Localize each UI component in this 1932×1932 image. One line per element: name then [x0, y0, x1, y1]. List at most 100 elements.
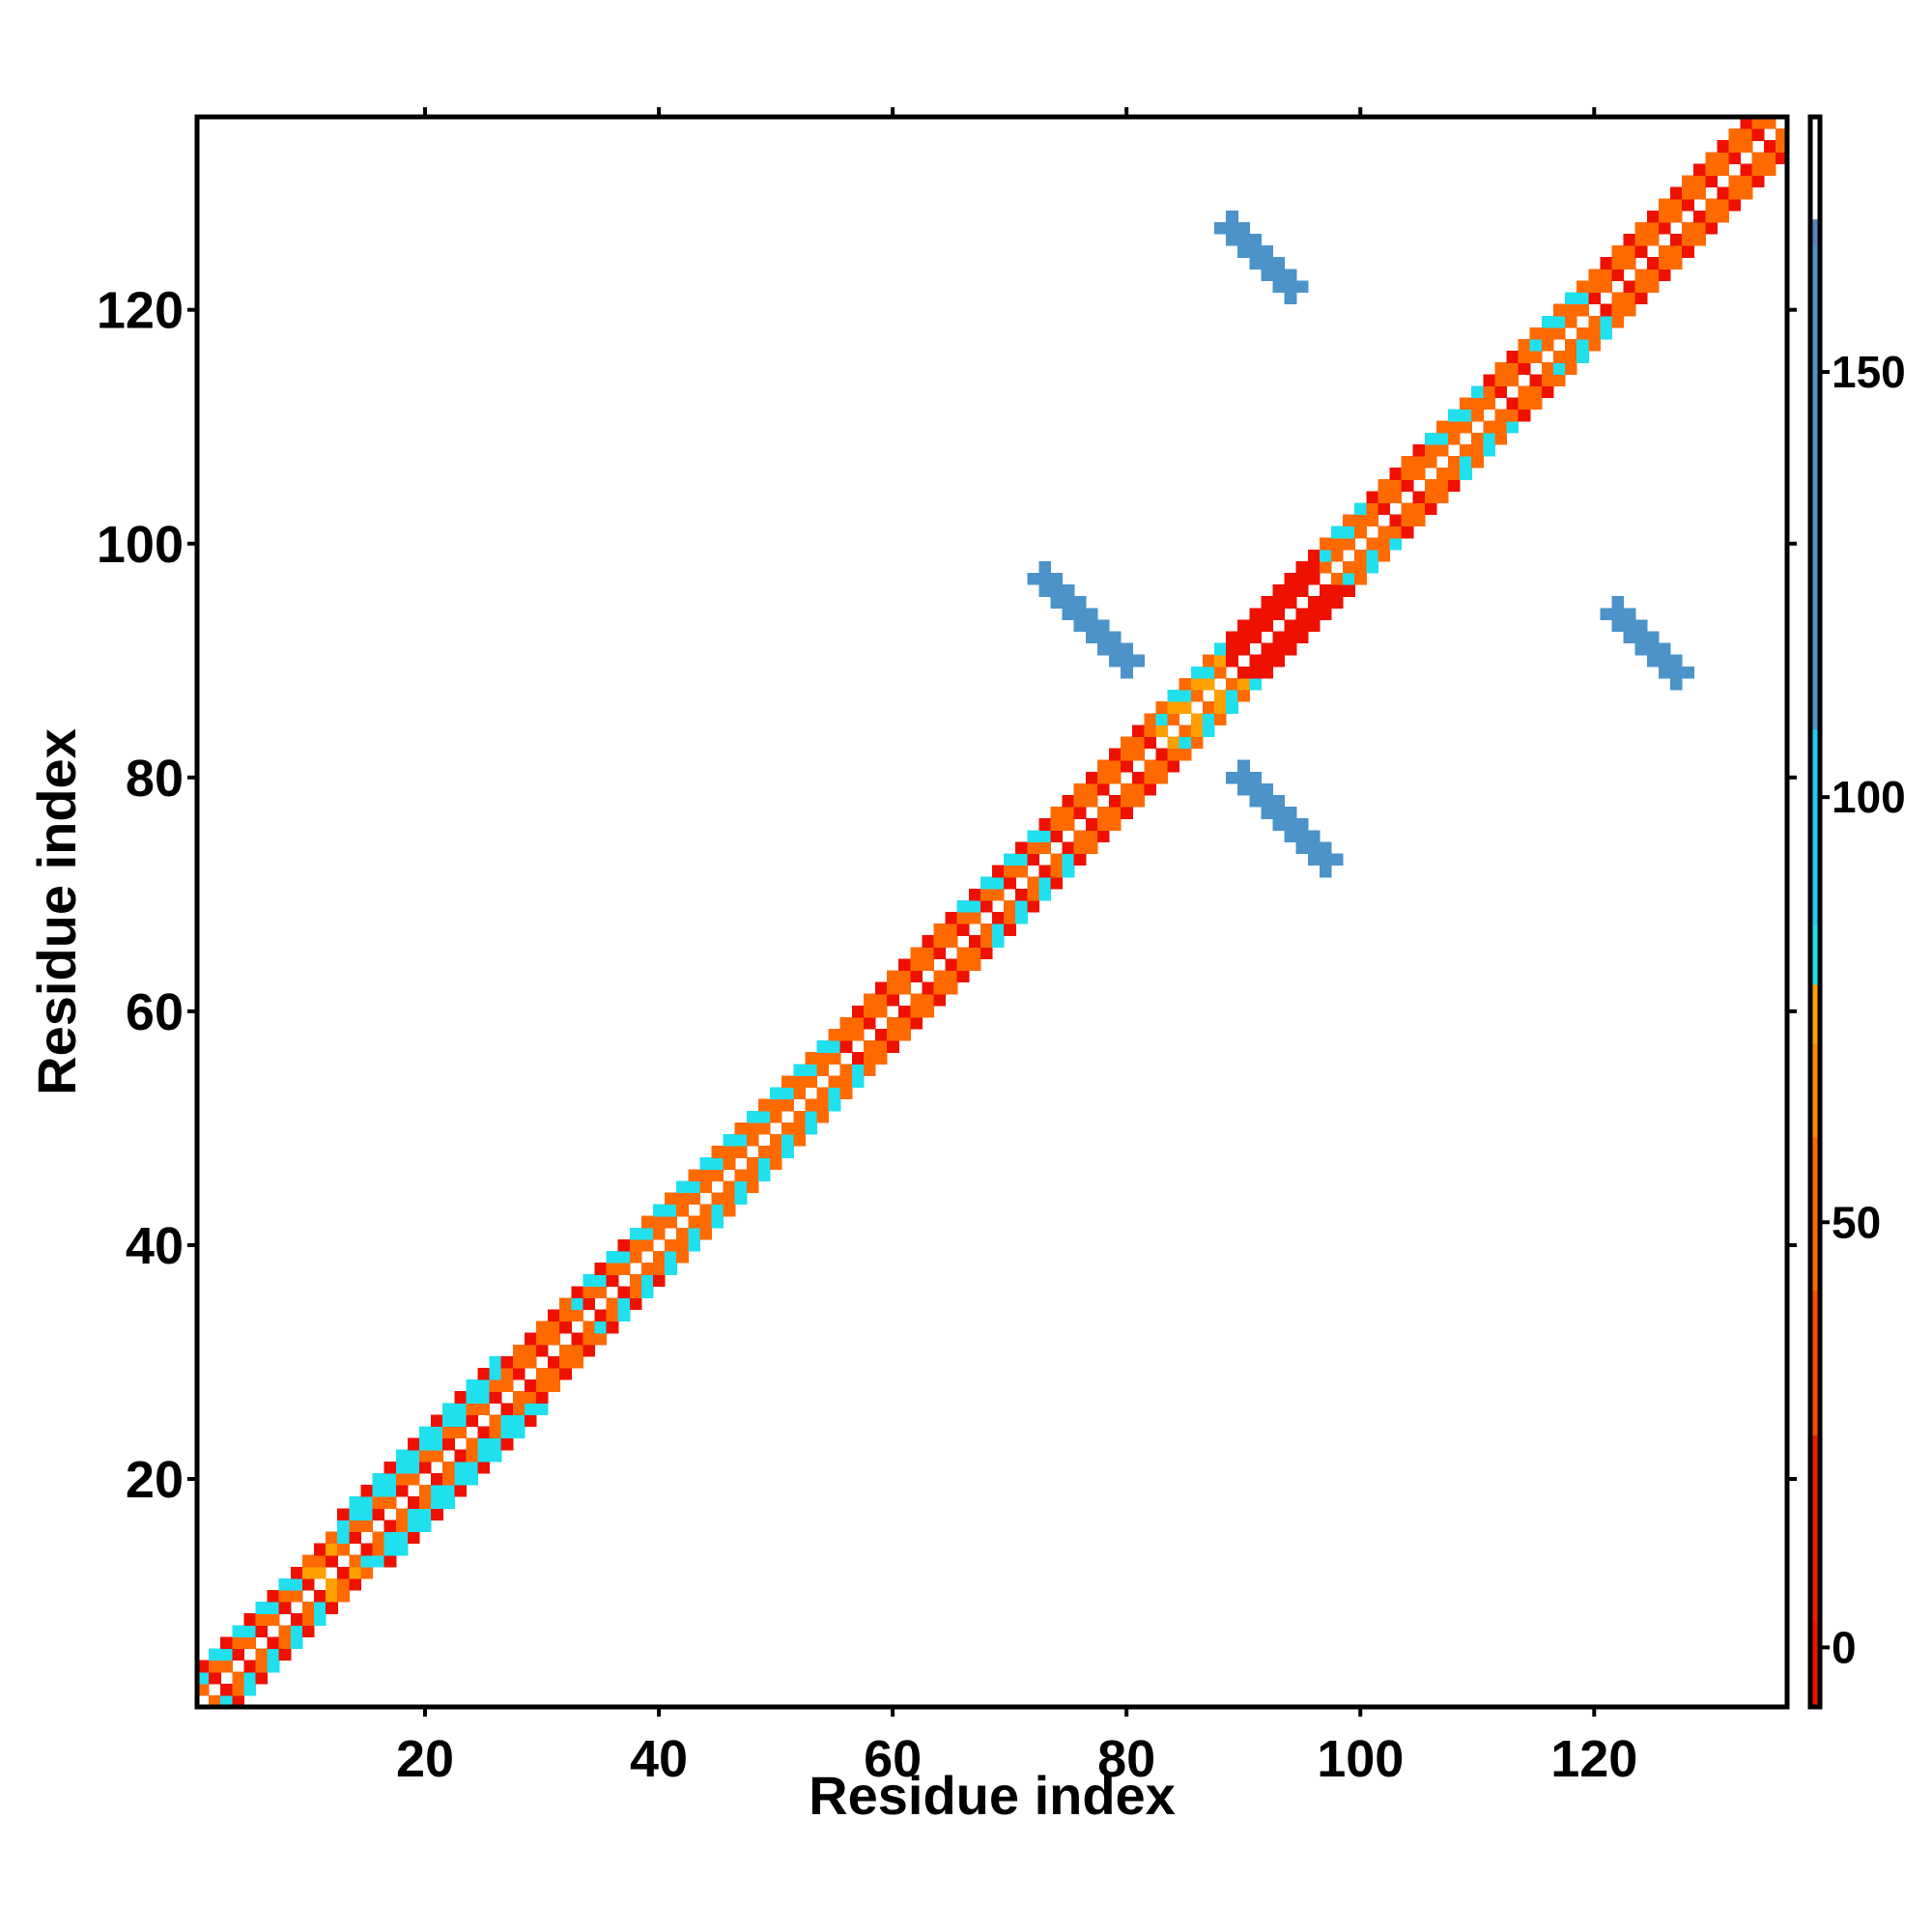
colorbar-segment	[1810, 244, 1820, 730]
heatmap-cell	[1226, 210, 1238, 223]
heatmap-cell	[1073, 619, 1087, 633]
heatmap-cell	[1050, 830, 1064, 842]
heatmap-cell	[454, 1391, 467, 1404]
heatmap-cell	[301, 1602, 315, 1614]
heatmap-cell	[1213, 642, 1227, 656]
heatmap-cell	[1190, 690, 1204, 702]
heatmap-cell	[1272, 280, 1286, 294]
heatmap-cell	[454, 1472, 467, 1486]
heatmap-cell	[1401, 514, 1414, 527]
heatmap-cell	[418, 1426, 432, 1439]
heatmap-cell	[1155, 771, 1169, 784]
heatmap-cell	[267, 1648, 280, 1662]
heatmap-cell	[992, 865, 1005, 878]
heatmap-cell	[559, 1368, 572, 1380]
heatmap-cell	[1494, 374, 1508, 386]
heatmap-cell	[816, 1110, 830, 1123]
heatmap-cell	[571, 1286, 583, 1298]
heatmap-cell	[1319, 841, 1332, 855]
heatmap-cell	[1460, 455, 1472, 469]
heatmap-cell	[326, 1531, 338, 1545]
heatmap-cell	[384, 1461, 397, 1474]
heatmap-cell	[723, 1146, 736, 1158]
heatmap-cell	[1634, 245, 1648, 258]
heatmap-cell	[1343, 560, 1355, 574]
heatmap-cell	[734, 1133, 748, 1147]
heatmap-cell	[301, 1566, 315, 1579]
heatmap-cell	[1261, 807, 1274, 819]
heatmap-cell	[1646, 654, 1660, 668]
heatmap-cell	[1261, 619, 1274, 633]
heatmap-cell	[1213, 654, 1227, 668]
heatmap-cell	[1669, 654, 1683, 668]
heatmap-cell	[571, 1332, 583, 1346]
heatmap-cell	[1226, 654, 1238, 668]
heatmap-cell	[617, 1263, 631, 1275]
heatmap-cell	[535, 1344, 549, 1357]
heatmap-cell	[255, 1602, 269, 1614]
heatmap-cell	[1237, 221, 1250, 235]
heatmap-cell	[1038, 876, 1052, 890]
heatmap-cell	[360, 1496, 374, 1509]
heatmap-cell	[395, 1520, 409, 1533]
heatmap-cell	[968, 888, 981, 901]
heatmap-cell	[1728, 186, 1742, 200]
heatmap-cell	[640, 1263, 654, 1275]
heatmap-cell	[349, 1508, 362, 1520]
heatmap-cell	[1085, 794, 1098, 808]
heatmap-cell	[699, 1157, 713, 1170]
heatmap-cell	[1460, 468, 1472, 480]
heatmap-cell	[548, 1309, 560, 1322]
heatmap-cell	[255, 1648, 269, 1662]
heatmap-cell	[874, 1040, 888, 1053]
heatmap-cell	[1284, 292, 1297, 305]
heatmap-cell	[1389, 479, 1403, 492]
heatmap-cell	[548, 1332, 560, 1346]
heatmap-cell	[1272, 818, 1286, 831]
heatmap-cell	[1132, 736, 1145, 750]
heatmap-cell	[1062, 596, 1075, 609]
heatmap-cell	[1343, 537, 1355, 551]
heatmap-cell	[548, 1355, 560, 1369]
heatmap-cell	[349, 1566, 362, 1579]
heatmap-cell	[922, 981, 935, 995]
heatmap-cell	[407, 1461, 420, 1474]
heatmap-cell	[1038, 584, 1052, 597]
heatmap-cell	[640, 1215, 654, 1229]
heatmap-cell	[454, 1461, 467, 1474]
heatmap-cell	[1518, 362, 1531, 375]
heatmap-cell	[1213, 701, 1227, 714]
heatmap-cell	[442, 1426, 455, 1439]
heatmap-cell	[290, 1625, 303, 1637]
heatmap-cell	[1717, 186, 1730, 200]
heatmap-cell	[746, 1157, 759, 1170]
heatmap-cell	[489, 1368, 502, 1380]
heatmap-cell	[1015, 899, 1028, 913]
heatmap-cell	[898, 981, 911, 995]
heatmap-cell	[349, 1554, 362, 1568]
heatmap-cell	[232, 1625, 245, 1637]
heatmap-cell	[360, 1554, 374, 1568]
heatmap-cell	[805, 1052, 818, 1065]
heatmap-cell	[653, 1204, 666, 1217]
heatmap-cell	[863, 1052, 876, 1065]
heatmap-cell	[1669, 677, 1683, 691]
heatmap-cell	[723, 1192, 736, 1206]
heatmap-cell	[1096, 631, 1110, 644]
heatmap-cell	[1109, 748, 1122, 761]
heatmap-cell	[1401, 526, 1414, 539]
heatmap-cell	[1658, 269, 1671, 282]
heatmap-cell	[1448, 432, 1461, 445]
heatmap-cell	[1565, 303, 1577, 317]
heatmap-cell	[418, 1520, 432, 1533]
heatmap-cell	[956, 912, 970, 924]
heatmap-cell	[1751, 128, 1765, 141]
heatmap-cell	[968, 899, 981, 913]
heatmap-cell	[653, 1263, 666, 1275]
heatmap-cell	[1354, 573, 1367, 585]
heatmap-cell	[349, 1577, 362, 1591]
heatmap-cell	[1027, 888, 1040, 901]
heatmap-cell	[1261, 245, 1274, 258]
heatmap-cell	[1343, 514, 1355, 527]
heatmap-cell	[1565, 315, 1577, 328]
